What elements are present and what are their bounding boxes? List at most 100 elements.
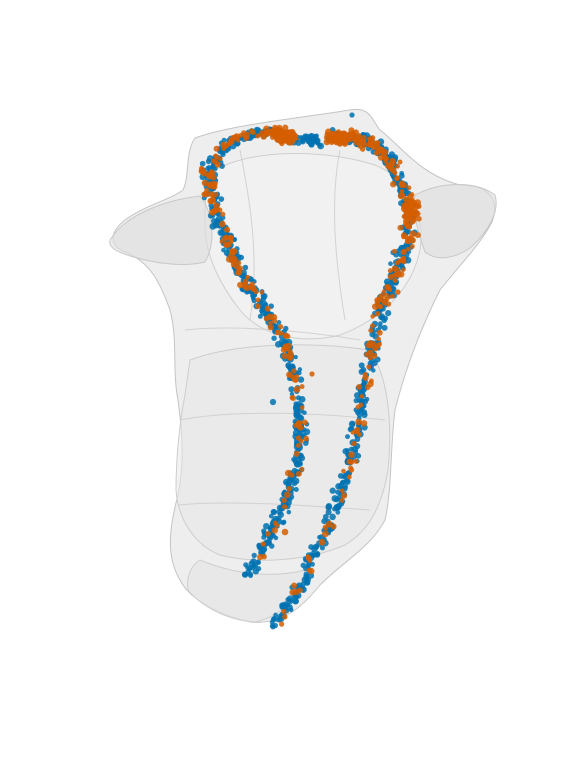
orange-point	[281, 497, 287, 504]
blue-point	[281, 519, 287, 525]
orange-point	[298, 438, 304, 444]
orange-point	[199, 165, 204, 171]
orange-point	[223, 143, 229, 149]
orange-point	[401, 267, 406, 272]
orange-point	[253, 289, 259, 295]
blue-point	[350, 421, 356, 427]
orange-point	[210, 181, 217, 188]
blue-point	[268, 513, 274, 519]
orange-point	[339, 141, 344, 146]
orange-point	[351, 440, 357, 447]
orange-point	[372, 344, 379, 352]
blue-point	[293, 411, 301, 418]
orange-point	[404, 215, 410, 222]
blue-point	[353, 397, 359, 404]
orange-point	[213, 202, 220, 209]
blue-point	[385, 310, 392, 317]
orange-point	[356, 384, 362, 390]
orange-point	[213, 191, 219, 198]
orange-point	[414, 232, 421, 239]
blue-point	[308, 544, 315, 550]
orange-point	[400, 192, 406, 198]
blue-point	[199, 160, 206, 167]
blue-point	[296, 370, 302, 376]
orange-point	[283, 138, 288, 144]
blue-point	[303, 573, 310, 580]
orange-point	[266, 313, 274, 321]
orange-point	[228, 248, 236, 256]
blue-point	[340, 479, 346, 485]
orange-point	[355, 418, 362, 426]
orange-point	[217, 156, 223, 162]
orange-point	[405, 246, 411, 252]
blue-point	[303, 579, 311, 586]
blue-point	[250, 293, 255, 299]
orange-point	[341, 468, 346, 474]
blue-point	[355, 453, 362, 459]
blue-point	[285, 602, 291, 608]
blue-point	[314, 544, 320, 549]
blue-point	[286, 509, 292, 515]
orange-point	[356, 431, 362, 437]
orange-point	[226, 241, 232, 248]
blue-point	[232, 236, 237, 242]
blue-point	[293, 598, 299, 605]
orange-point	[340, 492, 348, 499]
orange-point	[406, 185, 412, 191]
mesh-right-flange	[413, 184, 497, 259]
blue-point	[302, 410, 307, 416]
orange-point	[360, 420, 368, 427]
orange-point	[271, 527, 278, 534]
orange-point	[202, 190, 208, 197]
orange-point	[371, 140, 378, 147]
orange-point	[357, 140, 363, 147]
orange-point	[397, 159, 403, 165]
blue-point	[371, 368, 376, 373]
orange-point	[303, 435, 310, 442]
orange-point	[409, 204, 415, 210]
orange-point	[367, 136, 374, 143]
orange-point	[409, 230, 416, 238]
blue-point	[329, 513, 336, 521]
point-cloud	[198, 112, 422, 630]
mesh-fold-lines	[177, 149, 386, 511]
blue-point	[218, 196, 225, 202]
orange-point	[353, 458, 359, 464]
blue-point	[209, 223, 217, 230]
orange-point	[299, 384, 305, 390]
orange-point	[283, 332, 290, 339]
blue-point	[381, 324, 388, 331]
orange-point	[221, 235, 228, 242]
blue-point	[273, 535, 279, 541]
blue-point	[302, 440, 309, 446]
blue-point	[300, 562, 307, 569]
blue-point	[310, 550, 316, 557]
orange-point	[264, 130, 271, 136]
orange-point	[278, 324, 284, 330]
orange-point	[261, 553, 267, 560]
blue-point	[348, 425, 355, 432]
orange-point	[411, 217, 417, 223]
orange-point	[374, 310, 381, 317]
orange-point	[367, 340, 374, 347]
orange-point	[243, 135, 250, 141]
orange-point	[307, 567, 315, 575]
orange-point	[228, 137, 235, 144]
orange-point	[299, 405, 305, 410]
orange-point	[249, 284, 256, 292]
orange-point	[224, 226, 231, 233]
orange-point	[370, 314, 376, 319]
blue-point	[288, 386, 295, 393]
orange-point	[368, 378, 374, 384]
orange-point	[409, 243, 415, 249]
orange-point	[260, 541, 266, 547]
blue-point	[345, 434, 350, 440]
orange-point	[301, 419, 308, 426]
blue-point	[205, 158, 212, 165]
orange-point	[366, 349, 374, 356]
orange-point	[374, 297, 381, 304]
blue-point	[359, 398, 365, 404]
orange-point	[218, 220, 226, 228]
orange-point	[286, 485, 293, 492]
blue-point	[242, 264, 249, 271]
